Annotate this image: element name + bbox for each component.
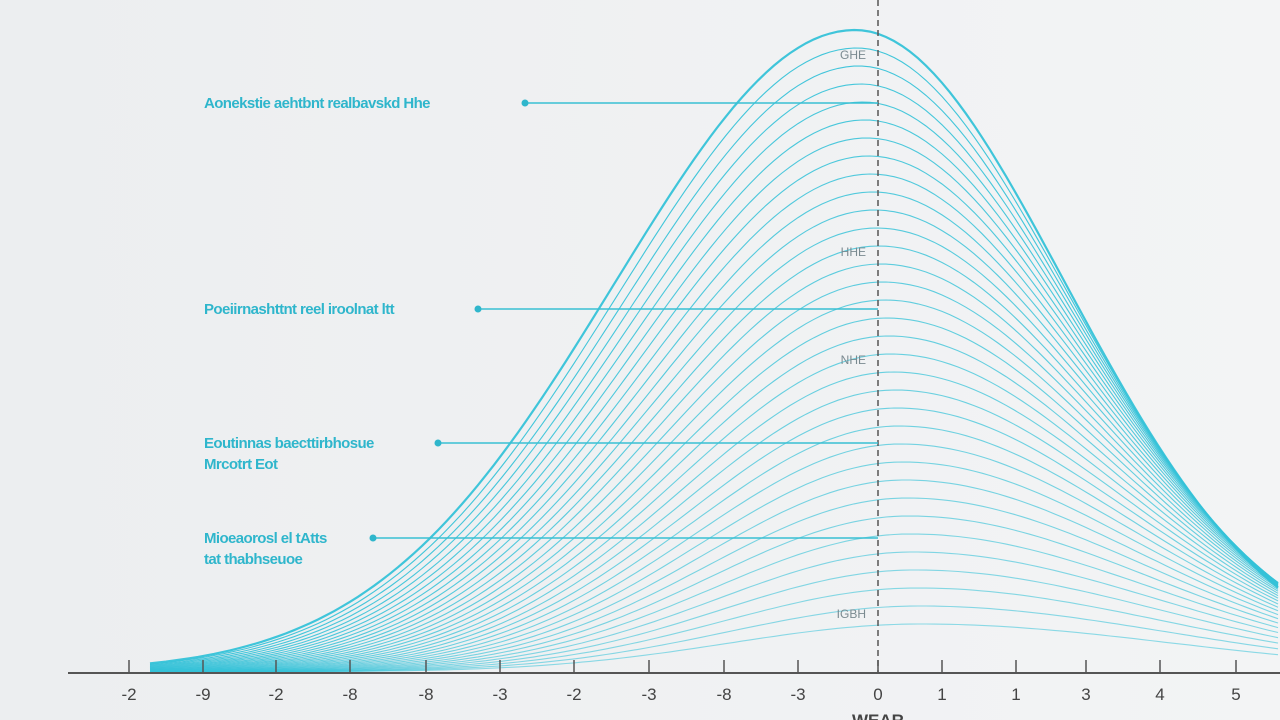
- tick-label: -3: [790, 685, 805, 704]
- tick-label: -2: [566, 685, 581, 704]
- center-label: GHE: [840, 48, 866, 62]
- bell-curve: [149, 389, 1279, 673]
- tick-label: -8: [716, 685, 731, 704]
- tick-label: 1: [1011, 685, 1020, 704]
- tick-label: -3: [641, 685, 656, 704]
- bell-curve: [150, 623, 1279, 673]
- bell-curve: [149, 407, 1279, 673]
- tick-label: -2: [268, 685, 283, 704]
- bell-curve: [149, 191, 1279, 670]
- bell-curve: [149, 155, 1279, 669]
- leader-dot: [474, 305, 482, 313]
- tick-label: -8: [342, 685, 357, 704]
- leader-dot: [434, 439, 442, 447]
- bell-curve: [149, 281, 1279, 672]
- bell-curve: [149, 209, 1279, 670]
- bell-curve: [150, 479, 1279, 673]
- tick-label: -8: [418, 685, 433, 704]
- axis-ticks: -2 -9 -2 -8 -8 -3 -2 -3 -8 -3 0 1 1 3 4 5: [121, 660, 1241, 704]
- bell-curve: [149, 119, 1279, 668]
- bell-curve: [150, 443, 1279, 673]
- leader-dot: [369, 534, 377, 542]
- bell-curve: [149, 245, 1279, 671]
- tick-label: -2: [121, 685, 136, 704]
- center-labels: GHE HHE NHE IGBH: [837, 48, 866, 621]
- bell-curve: [149, 299, 1279, 672]
- bell-curve: [149, 65, 1279, 666]
- tick-label: 1: [937, 685, 946, 704]
- annotation-text: Eoutinnas baecttirbhosue: [204, 435, 374, 452]
- annotations: Aonekstie aehtbnt realbavskd Hhe Poeiirna…: [204, 95, 878, 568]
- annotation-text: Mioeaorosl el tAtts: [204, 530, 327, 547]
- bell-curve: [149, 317, 1279, 672]
- bell-curves: [149, 28, 1279, 673]
- bell-curve: [149, 47, 1279, 665]
- bell-curve: [149, 137, 1279, 669]
- bell-curve: [149, 173, 1279, 670]
- bell-curve: [150, 425, 1279, 673]
- bell-curve: [149, 353, 1279, 672]
- annotation-text: tat thabhseuoe: [204, 551, 303, 568]
- bell-curve: [149, 335, 1279, 672]
- center-label: NHE: [841, 353, 866, 367]
- bell-curve: [149, 371, 1279, 672]
- bell-curve: [149, 83, 1279, 667]
- tick-label: 4: [1155, 685, 1164, 704]
- axis-title: WEAR: [852, 711, 904, 720]
- bell-curve: [149, 227, 1279, 671]
- leader-dot: [521, 99, 529, 107]
- bell-curve: [149, 461, 1279, 673]
- center-label: IGBH: [837, 607, 866, 621]
- annotation-text: Mrcotrt Eot: [204, 456, 278, 473]
- tick-label: 0: [873, 685, 882, 704]
- center-label: HHE: [841, 245, 866, 259]
- tick-label: 3: [1081, 685, 1090, 704]
- annotation-text: Aonekstie aehtbnt realbavskd Hhe: [204, 95, 430, 112]
- bell-curve: [149, 28, 1279, 665]
- bell-curve: [149, 263, 1279, 671]
- annotation-text: Poeiirnashttnt reel iroolnat ltt: [204, 301, 395, 318]
- tick-label: 5: [1231, 685, 1240, 704]
- tick-label: -3: [492, 685, 507, 704]
- bell-curve: [149, 101, 1279, 668]
- tick-label: -9: [195, 685, 210, 704]
